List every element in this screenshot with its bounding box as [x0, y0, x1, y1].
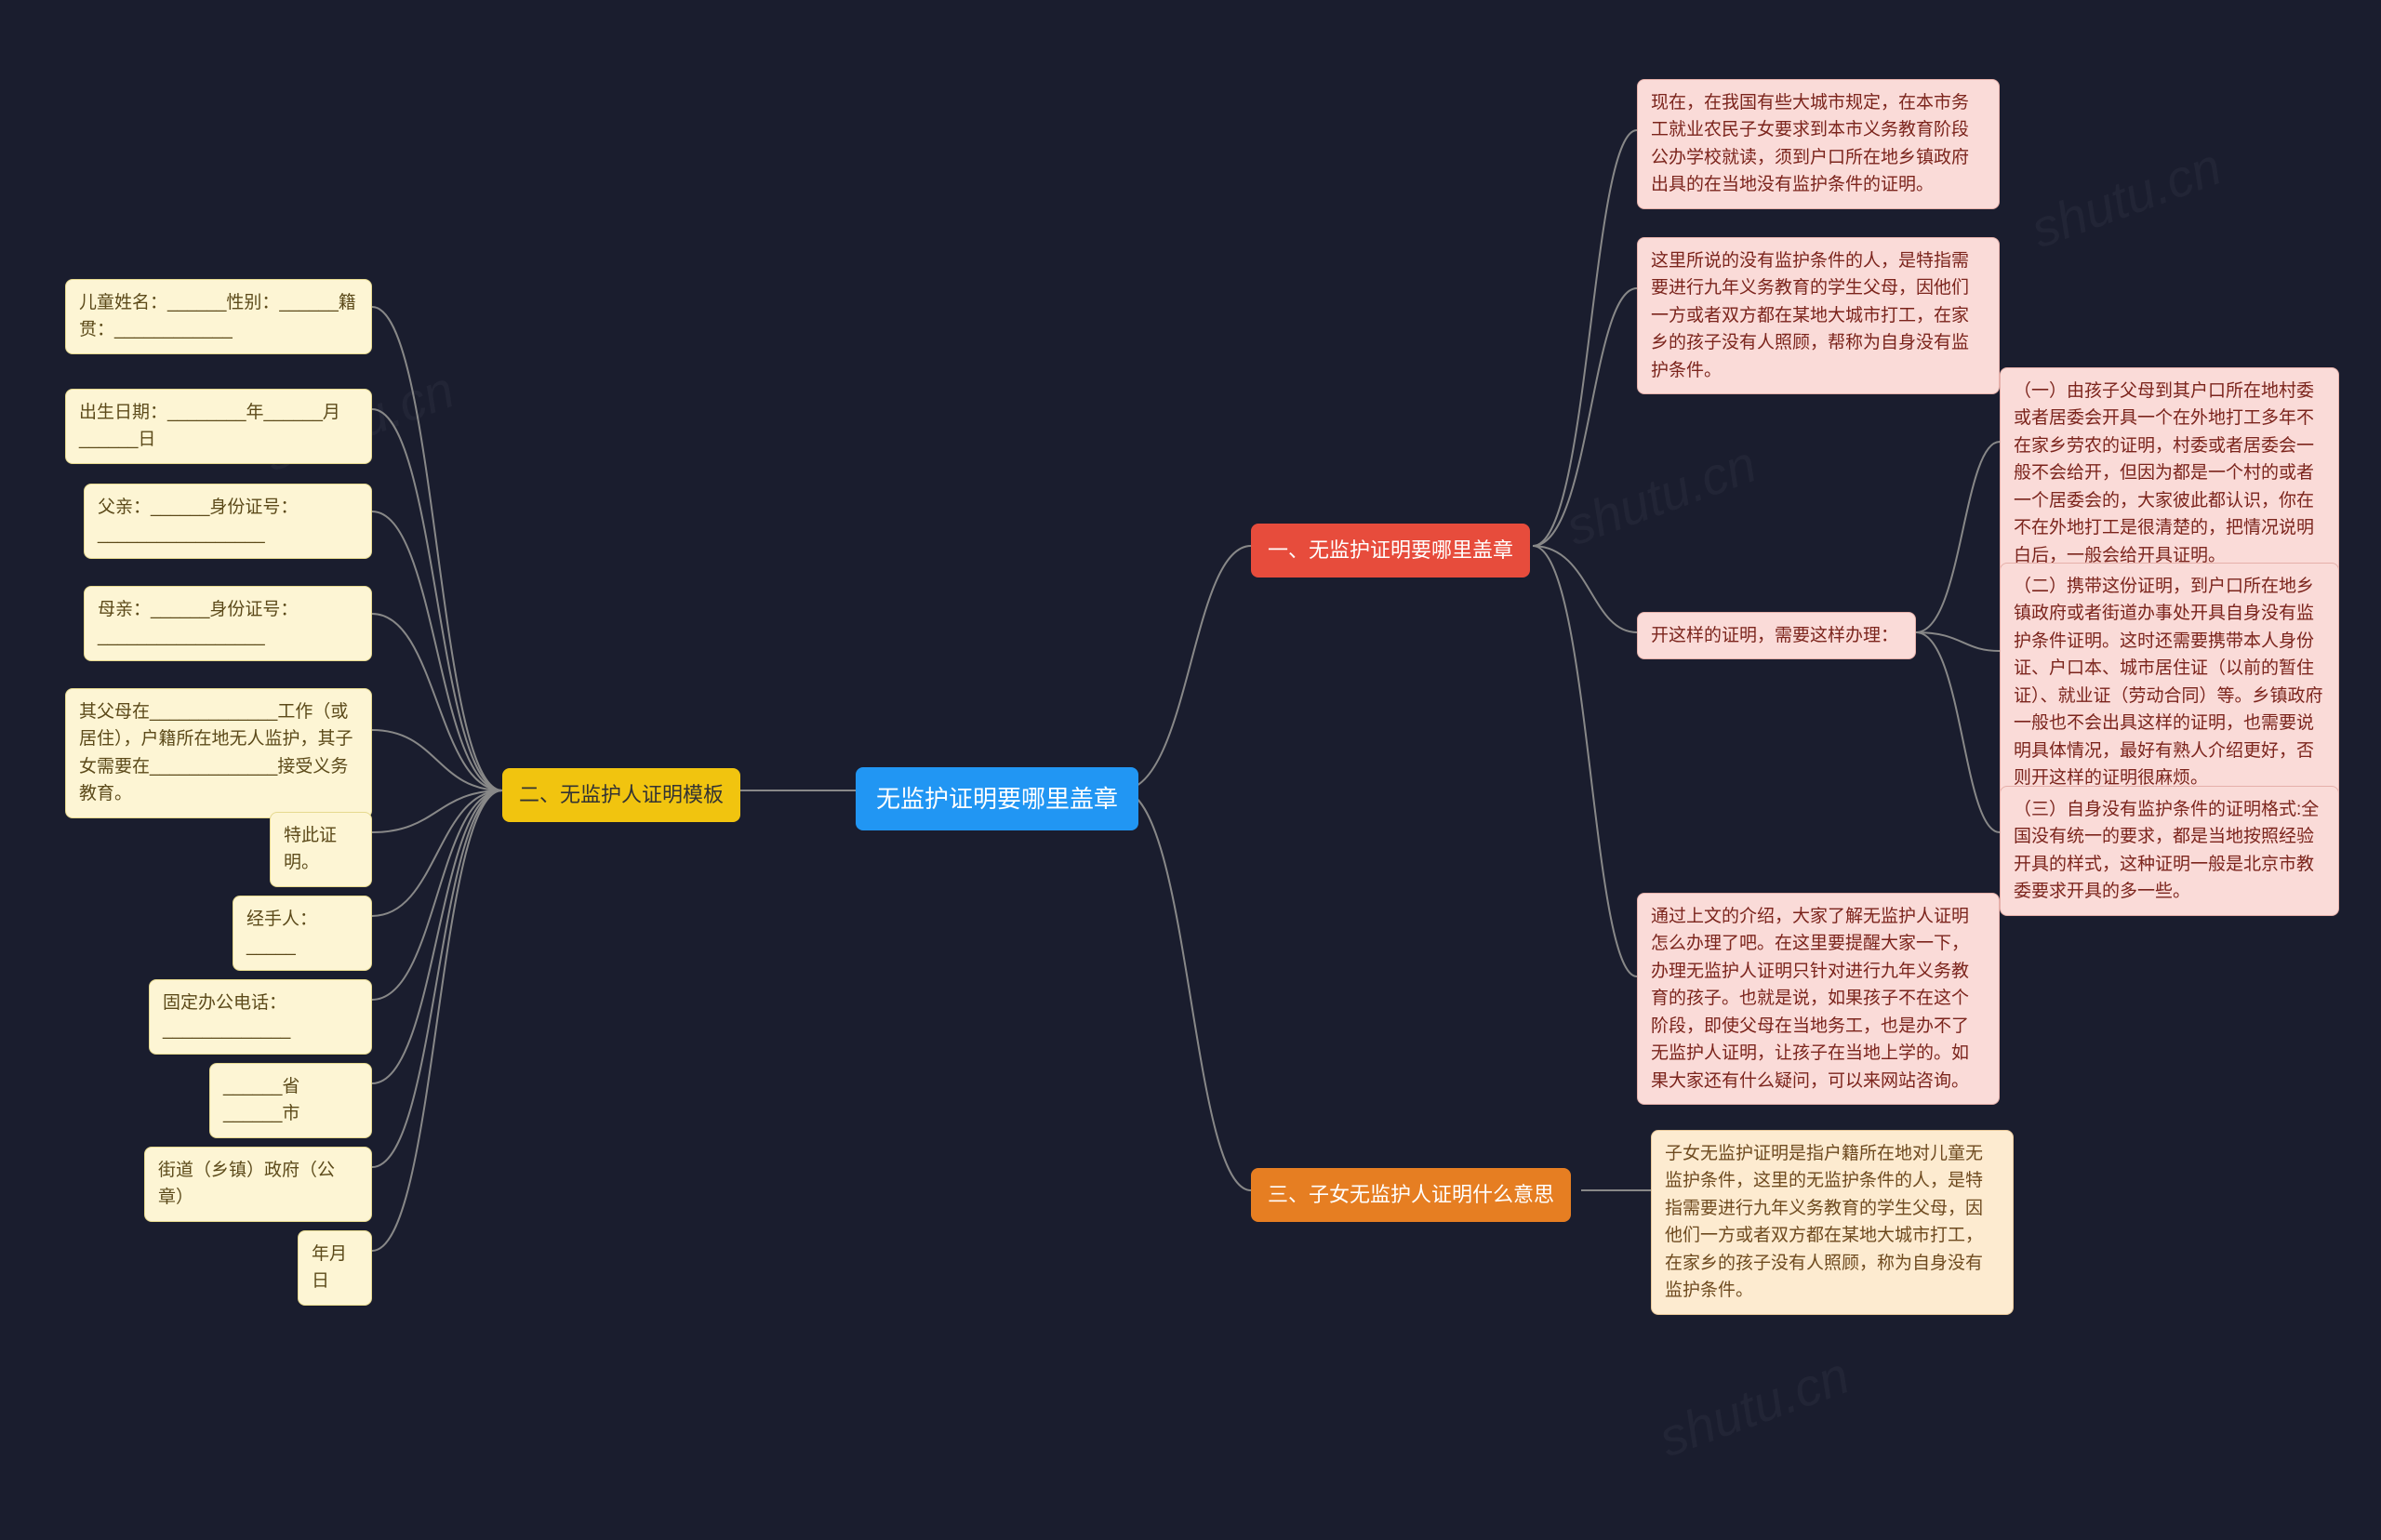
b2-leaf-1[interactable]: 儿童姓名：______性别：______籍贯：____________ — [65, 279, 372, 354]
watermark: shutu.cn — [1651, 1345, 1856, 1468]
root-node[interactable]: 无监护证明要哪里盖章 — [856, 767, 1138, 830]
branch-3[interactable]: 三、子女无监护人证明什么意思 — [1251, 1168, 1571, 1222]
b2-leaf-6[interactable]: 特此证明。 — [270, 812, 372, 887]
branch-2[interactable]: 二、无监护人证明模板 — [502, 768, 740, 822]
b1-leaf-3[interactable]: 开这样的证明，需要这样办理： — [1637, 612, 1916, 659]
b3-leaf-1[interactable]: 子女无监护证明是指户籍所在地对儿童无监护条件，这里的无监护条件的人，是特指需要进… — [1651, 1130, 2014, 1315]
watermark: shutu.cn — [1558, 433, 1763, 557]
b1-leaf-2[interactable]: 这里所说的没有监护条件的人，是特指需要进行九年义务教育的学生父母，因他们一方或者… — [1637, 237, 2000, 394]
b1-leaf-3b[interactable]: （二）携带这份证明，到户口所在地乡镇政府或者街道办事处开具自身没有监护条件证明。… — [2000, 563, 2339, 803]
b1-leaf-3a[interactable]: （一）由孩子父母到其户口所在地村委或者居委会开具一个在外地打工多年不在家乡劳农的… — [2000, 367, 2339, 579]
branch-1[interactable]: 一、无监护证明要哪里盖章 — [1251, 524, 1530, 578]
b1-leaf-3c[interactable]: （三）自身没有监护条件的证明格式:全国没有统一的要求，都是当地按照经验开具的样式… — [2000, 786, 2339, 916]
b2-leaf-3[interactable]: 父亲：______身份证号：_________________ — [84, 484, 372, 559]
b2-leaf-10[interactable]: 街道（乡镇）政府（公章） — [144, 1147, 372, 1222]
b2-leaf-11[interactable]: 年月日 — [298, 1230, 372, 1306]
b2-leaf-2[interactable]: 出生日期：________年______月______日 — [65, 389, 372, 464]
b1-leaf-1[interactable]: 现在，在我国有些大城市规定，在本市务工就业农民子女要求到本市义务教育阶段公办学校… — [1637, 79, 2000, 209]
b2-leaf-4[interactable]: 母亲：______身份证号：_________________ — [84, 586, 372, 661]
b2-leaf-9[interactable]: ______省______市 — [209, 1063, 372, 1138]
b1-leaf-4[interactable]: 通过上文的介绍，大家了解无监护人证明怎么办理了吧。在这里要提醒大家一下，办理无监… — [1637, 893, 2000, 1105]
b2-leaf-8[interactable]: 固定办公电话：_____________ — [149, 979, 372, 1055]
b2-leaf-7[interactable]: 经手人：_____ — [233, 896, 372, 971]
b2-leaf-5[interactable]: 其父母在_____________工作（或居住），户籍所在地无人监护，其子女需要… — [65, 688, 372, 818]
watermark: shutu.cn — [2023, 136, 2228, 259]
